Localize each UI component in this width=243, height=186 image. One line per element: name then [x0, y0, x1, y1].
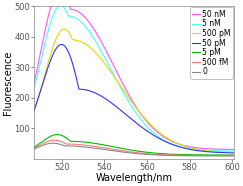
500 fM [124, 150, 127, 152]
50 pM [85, 89, 87, 91]
5 nM [184, 147, 187, 149]
5 pM [151, 152, 154, 154]
500 pM [124, 91, 127, 94]
0 [69, 145, 71, 147]
Line: 50 pM: 50 pM [34, 44, 234, 153]
50 pM [124, 113, 127, 115]
Legend: 50 nM, 5 nM, 500 pM, 50 pM, 5 pM, 500 fM, 0: 50 nM, 5 nM, 500 pM, 50 pM, 5 pM, 500 fM… [190, 7, 233, 79]
500 pM [85, 43, 87, 46]
0 [233, 155, 236, 157]
0 [85, 146, 87, 148]
50 pM [60, 43, 63, 46]
0 [33, 148, 36, 150]
50 nM [184, 145, 187, 147]
5 pM [167, 153, 170, 155]
5 nM [85, 26, 87, 28]
500 fM [233, 155, 236, 157]
5 nM [69, 15, 71, 17]
500 pM [69, 33, 71, 35]
0 [52, 142, 54, 144]
50 pM [69, 55, 71, 57]
Line: 5 nM: 5 nM [34, 6, 234, 151]
50 nM [151, 126, 154, 129]
50 pM [33, 109, 36, 111]
0 [167, 154, 170, 157]
5 nM [151, 131, 154, 133]
5 nM [124, 94, 127, 97]
500 pM [33, 110, 36, 113]
500 pM [63, 28, 66, 30]
500 pM [151, 125, 154, 127]
50 pM [151, 133, 154, 136]
5 pM [124, 148, 127, 150]
50 nM [233, 148, 236, 150]
50 pM [233, 152, 236, 154]
5 pM [56, 133, 59, 136]
500 fM [33, 147, 36, 149]
0 [184, 155, 187, 157]
5 nM [59, 4, 62, 7]
Line: 500 fM: 500 fM [34, 140, 234, 156]
500 fM [151, 153, 154, 155]
500 fM [85, 144, 87, 146]
50 nM [85, 17, 87, 20]
50 pM [184, 147, 187, 149]
500 fM [184, 154, 187, 156]
500 pM [184, 145, 187, 147]
500 fM [53, 139, 56, 141]
Line: 500 pM: 500 pM [34, 29, 234, 152]
Y-axis label: Fluorescence: Fluorescence [3, 50, 13, 115]
50 nM [69, 7, 71, 9]
0 [124, 151, 127, 153]
5 pM [33, 146, 36, 148]
500 pM [233, 151, 236, 153]
500 fM [167, 154, 170, 156]
5 pM [69, 140, 71, 142]
5 nM [167, 141, 170, 144]
50 nM [33, 81, 36, 84]
5 nM [233, 150, 236, 152]
5 pM [85, 141, 87, 143]
50 nM [167, 138, 170, 141]
Line: 50 nM: 50 nM [34, 0, 234, 149]
500 pM [167, 137, 170, 140]
Line: 5 pM: 5 pM [34, 134, 234, 155]
0 [151, 154, 154, 156]
X-axis label: Wavelength/nm: Wavelength/nm [96, 173, 173, 183]
5 pM [184, 153, 187, 156]
5 pM [233, 154, 236, 156]
50 pM [167, 142, 170, 144]
500 fM [69, 143, 71, 145]
5 nM [33, 87, 36, 90]
Line: 0: 0 [34, 143, 234, 156]
50 nM [124, 87, 127, 89]
